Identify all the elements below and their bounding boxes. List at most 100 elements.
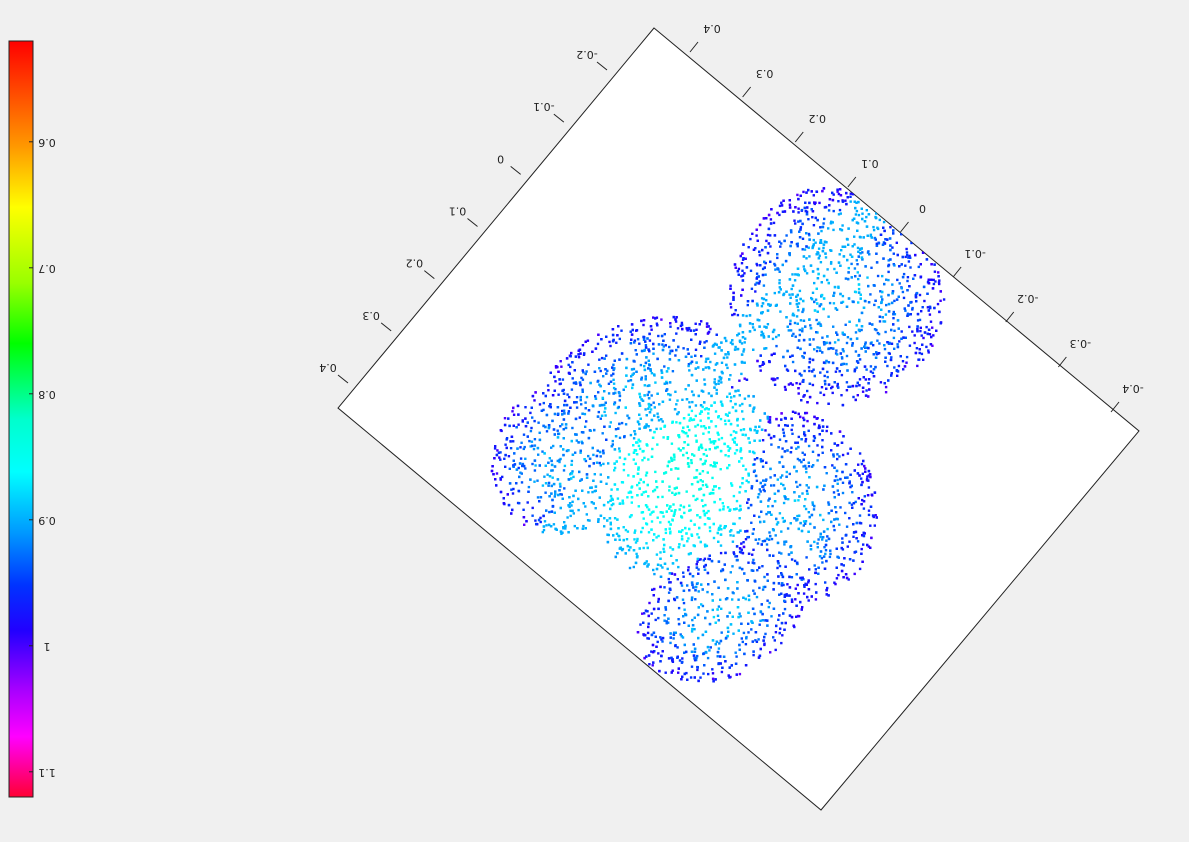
data-point	[781, 465, 785, 468]
data-point	[752, 653, 755, 657]
data-point	[776, 478, 779, 481]
data-point	[712, 465, 715, 468]
data-point	[764, 347, 768, 350]
data-point	[710, 491, 713, 495]
data-point	[779, 310, 782, 313]
data-point	[770, 513, 773, 516]
data-point	[703, 543, 707, 546]
data-point	[702, 505, 705, 508]
data-point	[620, 329, 623, 332]
data-point	[553, 495, 556, 498]
data-point	[789, 319, 792, 322]
data-point	[839, 194, 843, 197]
data-point	[748, 330, 752, 333]
data-point	[717, 560, 721, 563]
data-point	[836, 457, 839, 461]
data-point	[801, 237, 805, 240]
data-point	[877, 352, 881, 355]
data-point	[821, 249, 825, 253]
data-point	[756, 264, 759, 267]
data-point	[853, 190, 856, 193]
data-point	[760, 543, 763, 546]
data-point	[869, 546, 872, 549]
data-point	[808, 338, 811, 341]
data-point	[663, 562, 667, 565]
data-point	[766, 323, 770, 326]
data-point	[836, 453, 839, 456]
data-point	[741, 551, 745, 555]
data-point	[909, 215, 913, 219]
data-point	[669, 325, 672, 328]
data-point	[635, 353, 638, 356]
data-point	[832, 294, 835, 297]
data-point	[821, 225, 825, 229]
data-point	[690, 630, 694, 633]
data-point	[724, 525, 727, 528]
data-point	[799, 319, 803, 322]
data-point	[493, 447, 497, 450]
data-point	[601, 432, 604, 435]
data-point	[793, 465, 796, 469]
data-point	[660, 654, 663, 658]
data-point	[704, 360, 708, 363]
data-point	[783, 487, 786, 490]
data-point	[502, 497, 505, 500]
data-point	[690, 483, 694, 486]
data-point	[724, 578, 727, 582]
data-point	[655, 567, 659, 571]
data-point	[772, 221, 776, 225]
data-point	[689, 362, 693, 365]
data-point	[816, 267, 820, 271]
data-point	[748, 441, 751, 444]
data-point	[707, 392, 711, 395]
data-point	[751, 553, 754, 556]
data-point	[734, 651, 737, 654]
data-point	[772, 352, 776, 355]
data-point	[657, 597, 660, 601]
data-point	[625, 357, 629, 361]
data-point	[675, 596, 679, 599]
data-point	[503, 423, 507, 427]
data-point	[671, 562, 675, 565]
data-point	[612, 502, 615, 506]
data-point	[734, 555, 737, 558]
data-point	[926, 306, 930, 309]
data-point	[673, 493, 677, 496]
data-point	[634, 541, 638, 544]
data-point	[786, 583, 789, 586]
data-point	[542, 525, 546, 528]
data-point	[707, 331, 710, 335]
data-point	[686, 348, 689, 351]
data-point	[630, 514, 633, 517]
data-point	[840, 569, 844, 573]
data-point	[636, 631, 640, 634]
data-point	[866, 494, 870, 497]
data-point	[791, 354, 794, 357]
data-point	[922, 285, 926, 289]
data-point	[672, 633, 676, 636]
data-point	[652, 661, 655, 664]
data-point	[761, 273, 765, 277]
data-point	[707, 325, 710, 328]
data-point	[755, 431, 759, 434]
data-point	[538, 438, 542, 442]
data-point	[742, 257, 745, 260]
data-point	[822, 307, 825, 311]
data-point	[840, 249, 843, 252]
data-point	[729, 422, 733, 426]
data-point	[691, 453, 694, 456]
data-point	[802, 380, 805, 383]
data-point	[661, 480, 664, 483]
data-point	[791, 410, 795, 413]
data-point	[900, 263, 903, 266]
data-point	[652, 352, 655, 355]
data-point	[875, 212, 878, 215]
data-point	[742, 350, 745, 353]
data-point	[716, 614, 720, 617]
data-point	[832, 455, 835, 458]
data-point	[803, 434, 807, 437]
data-point	[864, 341, 867, 344]
data-point	[604, 414, 607, 417]
data-point	[702, 368, 705, 371]
data-point	[804, 411, 807, 415]
